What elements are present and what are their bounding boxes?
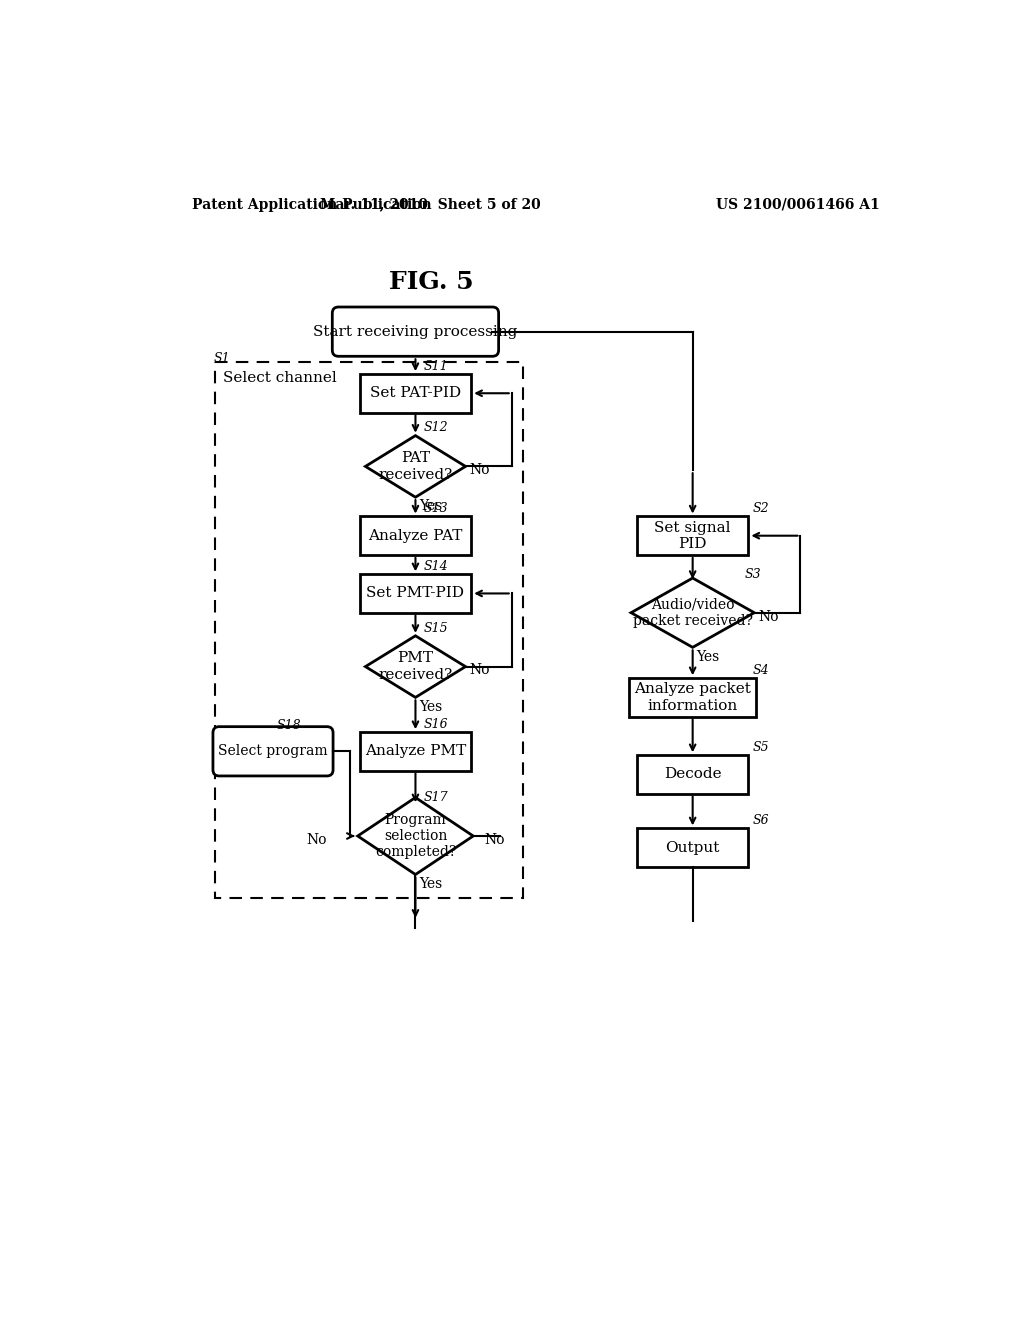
Text: Yes: Yes (419, 876, 442, 891)
Text: Set signal
PID: Set signal PID (654, 520, 731, 550)
FancyBboxPatch shape (629, 678, 756, 717)
Text: Start receiving processing: Start receiving processing (313, 325, 518, 339)
Text: S5: S5 (753, 741, 769, 754)
Text: No: No (469, 463, 489, 478)
Text: Patent Application Publication: Patent Application Publication (193, 198, 432, 211)
Text: S12: S12 (423, 421, 447, 434)
Text: No: No (484, 833, 505, 847)
Text: PAT
received?: PAT received? (378, 451, 453, 482)
FancyBboxPatch shape (359, 733, 471, 771)
Polygon shape (631, 578, 755, 647)
Text: S3: S3 (744, 568, 761, 581)
Text: Analyze PAT: Analyze PAT (369, 529, 463, 543)
Text: Analyze PMT: Analyze PMT (365, 744, 466, 758)
FancyBboxPatch shape (359, 574, 471, 612)
Text: Mar. 11, 2010  Sheet 5 of 20: Mar. 11, 2010 Sheet 5 of 20 (321, 198, 542, 211)
Text: Select program: Select program (218, 744, 328, 758)
Text: S4: S4 (753, 664, 769, 677)
Polygon shape (366, 636, 466, 697)
Text: Output: Output (666, 841, 720, 854)
Text: Select channel: Select channel (223, 371, 337, 385)
Text: No: No (469, 664, 489, 677)
Text: Decode: Decode (664, 767, 722, 781)
Text: S15: S15 (423, 622, 447, 635)
Text: No: No (306, 833, 327, 847)
Text: S13: S13 (423, 502, 447, 515)
Text: S18: S18 (276, 718, 301, 731)
FancyBboxPatch shape (333, 308, 499, 356)
FancyBboxPatch shape (637, 516, 749, 554)
FancyBboxPatch shape (359, 516, 471, 554)
Text: S6: S6 (753, 814, 769, 828)
Text: S2: S2 (753, 502, 769, 515)
Text: Program
selection
completed?: Program selection completed? (375, 813, 456, 859)
Text: Set PAT-PID: Set PAT-PID (370, 387, 461, 400)
FancyBboxPatch shape (637, 829, 749, 867)
Text: Audio/video
packet received?: Audio/video packet received? (633, 598, 753, 628)
Text: No: No (758, 610, 778, 623)
Bar (215, 363, 523, 898)
Text: Analyze packet
information: Analyze packet information (634, 682, 751, 713)
FancyBboxPatch shape (637, 755, 749, 793)
Polygon shape (357, 797, 473, 874)
Text: S1: S1 (214, 352, 230, 366)
Text: FIG. 5: FIG. 5 (388, 269, 473, 293)
Text: S17: S17 (423, 791, 447, 804)
Text: Yes: Yes (419, 499, 442, 513)
Text: S16: S16 (423, 718, 447, 731)
Text: Yes: Yes (419, 700, 442, 714)
Polygon shape (366, 436, 466, 498)
FancyBboxPatch shape (213, 726, 333, 776)
Text: Set PMT-PID: Set PMT-PID (367, 586, 465, 601)
Text: Yes: Yes (696, 649, 720, 664)
Text: S14: S14 (423, 560, 447, 573)
Text: US 2100/0061466 A1: US 2100/0061466 A1 (716, 198, 880, 211)
Text: PMT
received?: PMT received? (378, 652, 453, 681)
Text: S11: S11 (423, 360, 447, 372)
FancyBboxPatch shape (359, 374, 471, 412)
